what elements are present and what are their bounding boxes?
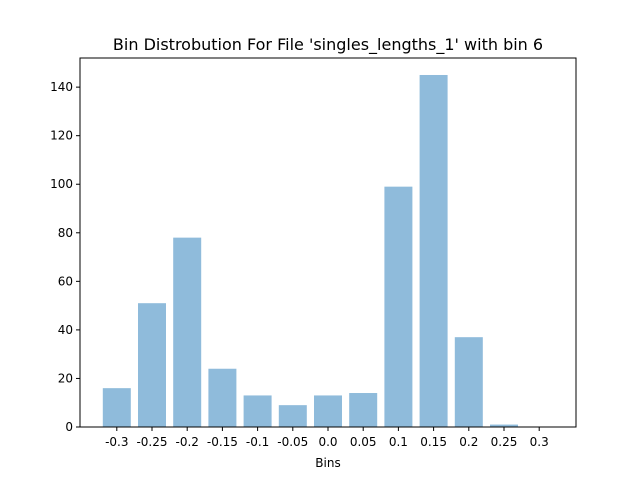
x-tick-label: 0.2 [459,435,478,449]
y-tick-label: 40 [58,323,73,337]
y-tick-label: 80 [58,226,73,240]
x-tick-label: 0.3 [530,435,549,449]
y-tick-label: 140 [50,80,73,94]
bar-0.0 [314,395,342,427]
bar-0.25 [490,424,518,427]
x-tick-label: -0.05 [277,435,308,449]
bar-0.05 [349,393,378,427]
x-axis-label: Bins [315,456,340,470]
x-tick-label: -0.25 [136,435,167,449]
x-axis-ticks: -0.3 -0.25 -0.2 -0.15 -0.1 -0.05 0.0 0.05 0.1 0.1… [105,427,549,449]
x-tick-label: 0.1 [389,435,408,449]
chart-title: Bin Distrobution For File 'singles_lengt… [113,35,543,55]
y-tick-label: 120 [50,129,73,143]
y-tick-label: 20 [58,371,73,385]
x-tick-label: -0.2 [175,435,198,449]
bar--0.25 [138,303,166,427]
bar--0.05 [278,405,307,427]
y-tick-label: 100 [50,177,73,191]
bar-0.15 [419,74,448,428]
y-tick-label: 60 [58,274,73,288]
x-tick-label: -0.3 [105,435,128,449]
x-tick-label: -0.15 [207,435,238,449]
bar-0.1 [384,186,413,427]
bar--0.2 [173,237,202,427]
y-tick-label: 0 [65,420,73,434]
y-axis-ticks: 0 20 40 60 80 100 120 140 [50,80,80,434]
bar--0.15 [208,368,237,427]
x-tick-label: 0.0 [318,435,337,449]
bars-group [102,74,518,428]
plot-frame [79,57,577,428]
bar--0.1 [243,395,272,427]
x-tick-label: 0.05 [350,435,377,449]
x-tick-label: 0.15 [420,435,447,449]
x-tick-label: -0.1 [246,435,269,449]
x-tick-label: 0.25 [491,435,518,449]
bar--0.3 [102,388,131,427]
bar-0.2 [454,337,483,427]
